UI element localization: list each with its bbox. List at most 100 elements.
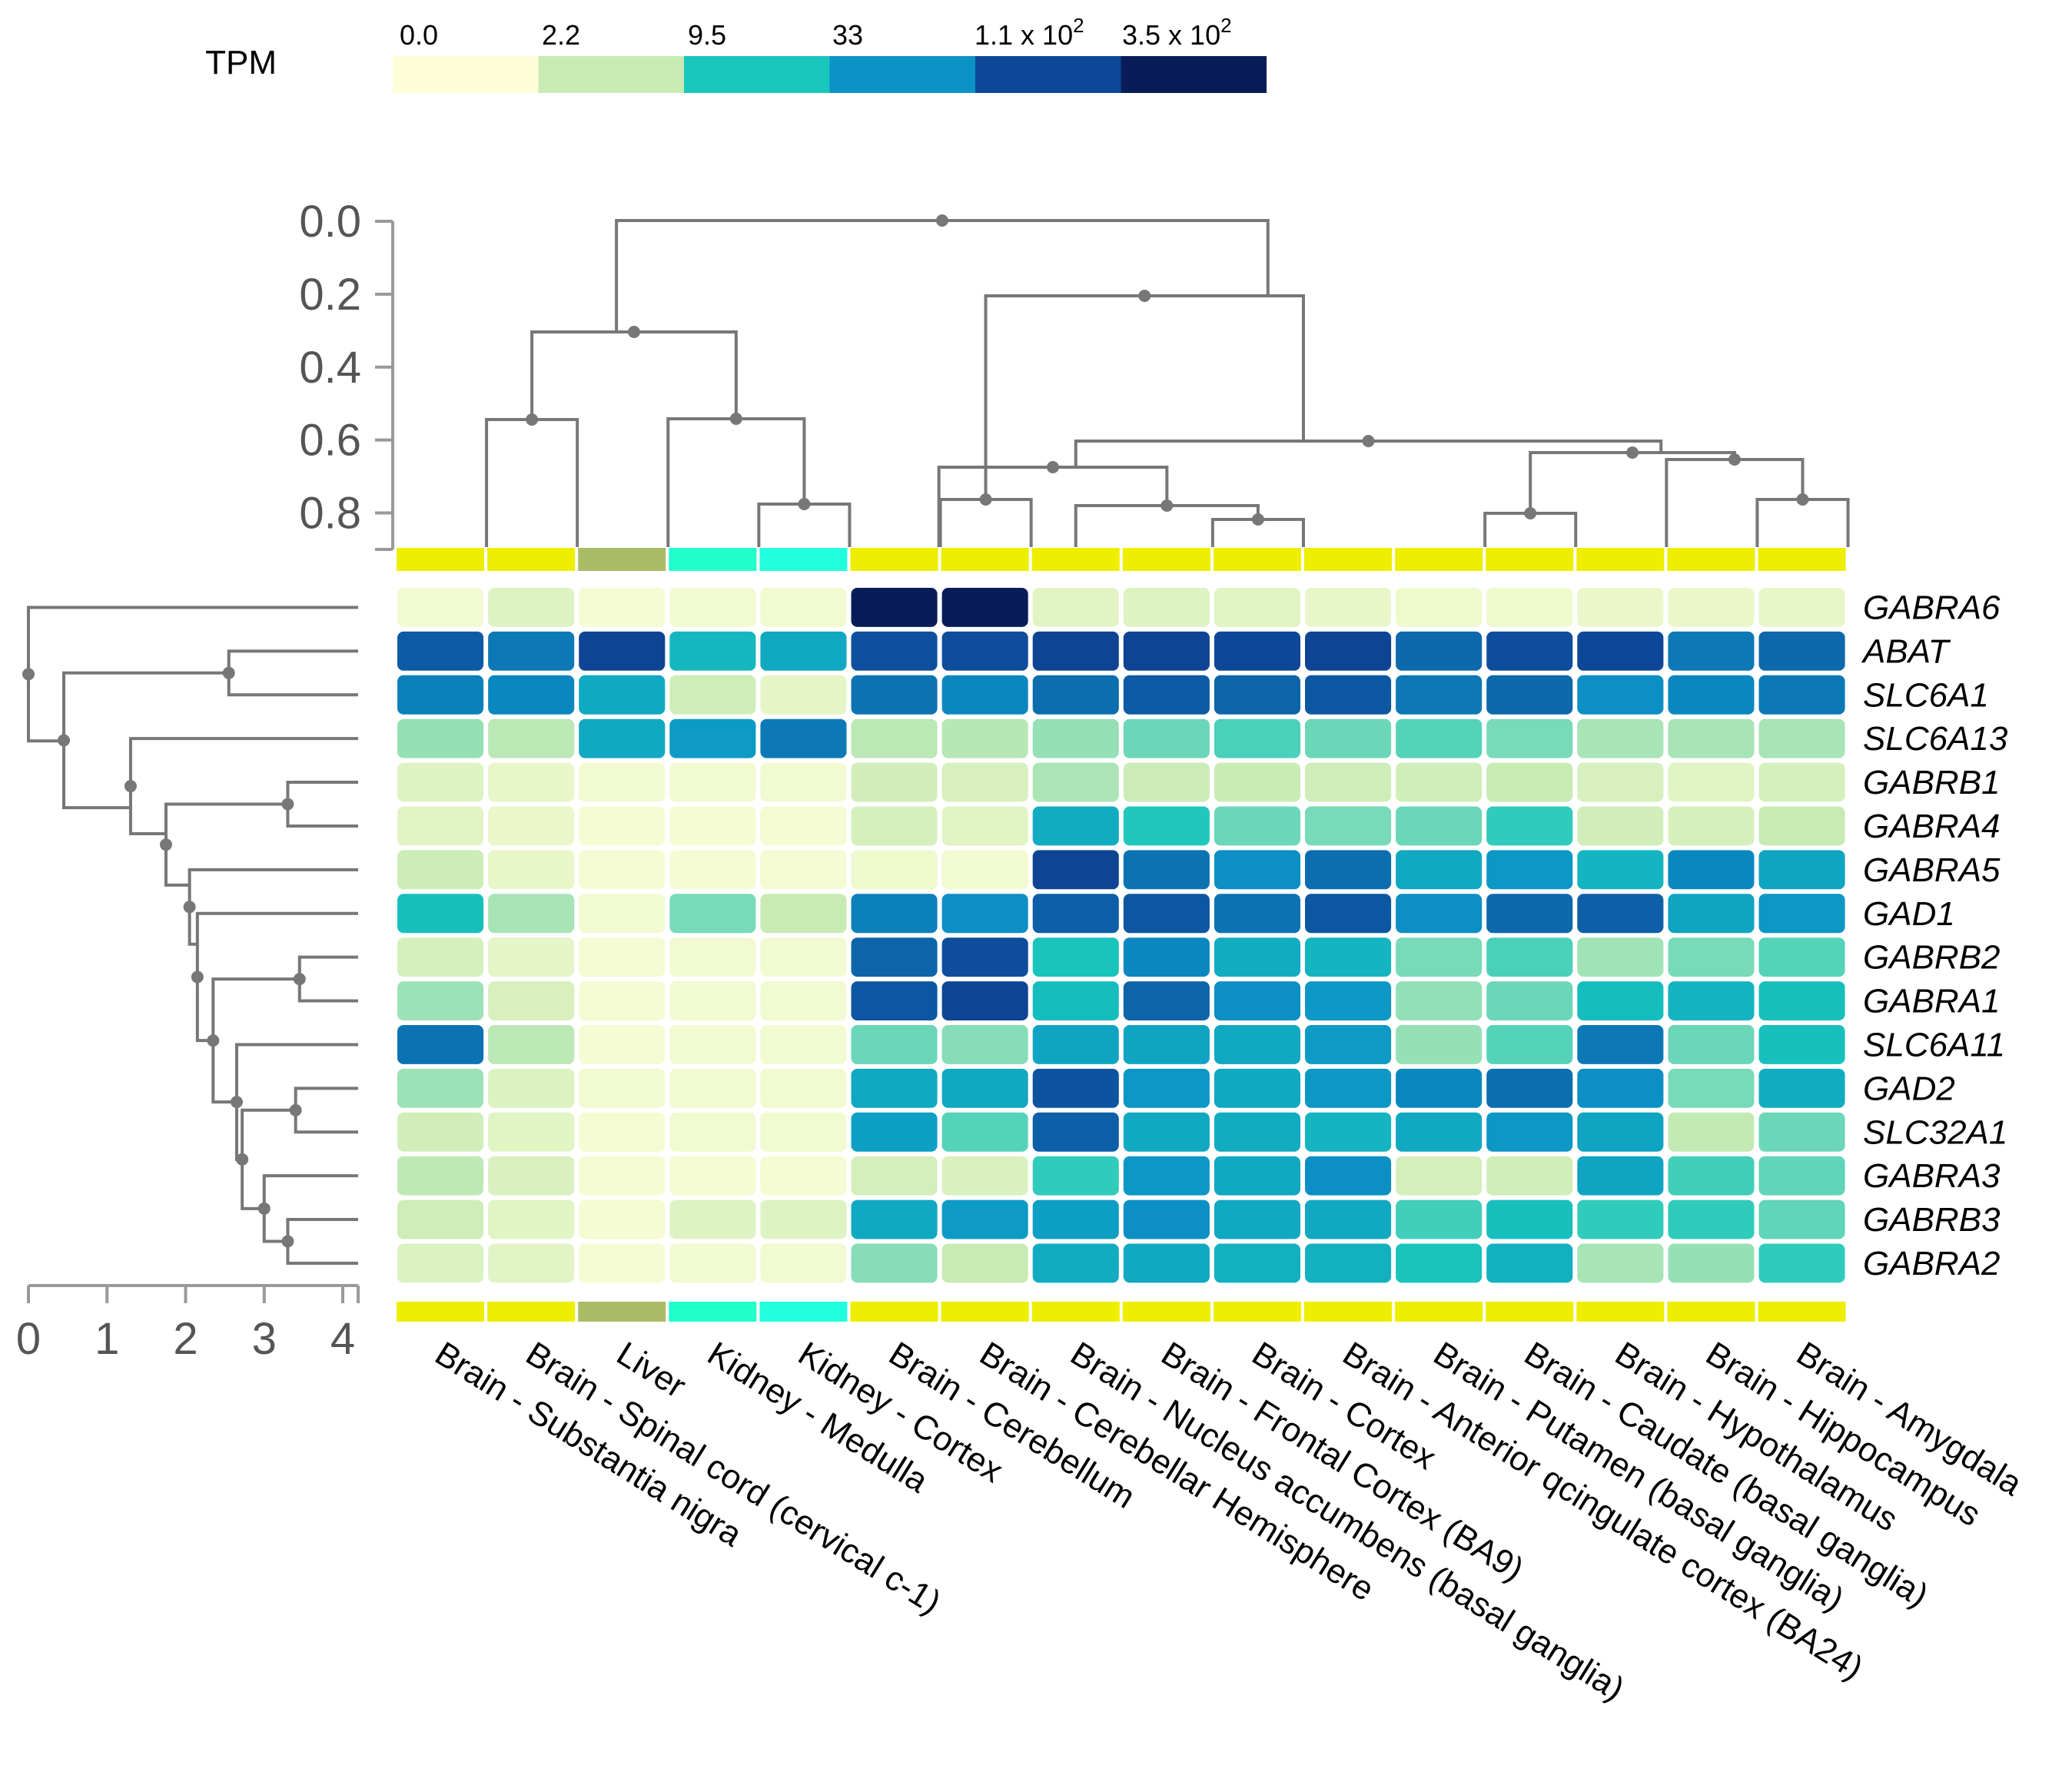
heatmap-cell (1577, 1243, 1664, 1283)
heatmap-cell (488, 1243, 575, 1283)
heatmap-cell (1668, 806, 1755, 846)
heatmap-cell (1668, 718, 1755, 758)
dendrogram-node (22, 668, 35, 681)
tissue-swatch (1486, 548, 1574, 571)
tissue-swatch (1304, 548, 1393, 571)
heatmap-cell (1486, 1243, 1573, 1283)
heatmap-cell (760, 631, 847, 671)
legend-label: 9.5 (688, 19, 726, 51)
heatmap-cell (1577, 937, 1664, 977)
dendrogram-link (757, 503, 852, 547)
heatmap-cell (1668, 631, 1755, 671)
heatmap-cell (669, 1112, 756, 1152)
heatmap-cell (1123, 631, 1210, 671)
top-axis-tick-label: 0.8 (299, 489, 361, 539)
row-dendrogram (22, 606, 358, 1265)
heatmap-cell (397, 1243, 484, 1283)
heatmap-cell (397, 1025, 484, 1064)
dendrogram-node (1796, 493, 1809, 506)
heatmap-cell (1668, 1025, 1755, 1064)
heatmap-cell (941, 1243, 1028, 1283)
heatmap-cell (1668, 762, 1755, 802)
heatmap-cell (1758, 894, 1845, 934)
dendrogram-link (530, 330, 738, 420)
heatmap-cell (1214, 1199, 1300, 1239)
heatmap-cell (1032, 718, 1119, 758)
row-label: GABRB3 (1863, 1201, 2001, 1239)
heatmap-cell (1032, 894, 1119, 934)
tissue-swatch (1122, 1302, 1210, 1322)
heatmap-cell (851, 631, 938, 671)
heatmap-cell (1305, 675, 1392, 715)
tissue-swatch (1213, 1302, 1301, 1322)
tissue-swatch (669, 1302, 757, 1322)
tissue-swatch (1031, 548, 1120, 571)
dendrogram-link (211, 977, 300, 1104)
tissue-swatch (397, 1302, 485, 1322)
heatmap-cell (1396, 806, 1483, 846)
heatmap-cell (669, 1199, 756, 1239)
heatmap-cell (1577, 1199, 1664, 1239)
heatmap-cell (1305, 718, 1392, 758)
left-dendrogram-axis: 0 1 2 3 4 (16, 1284, 360, 1364)
heatmap-cell (1123, 1156, 1210, 1196)
heatmap-cell (1486, 850, 1573, 890)
heatmap-cell (1123, 1025, 1210, 1064)
tissue-swatch (759, 548, 848, 571)
heatmap-cell (1668, 675, 1755, 715)
tissue-swatch (1304, 1302, 1393, 1322)
heatmap-cell (1214, 718, 1300, 758)
dendrogram-link (234, 1043, 358, 1161)
heatmap-cell (851, 1025, 938, 1064)
heatmap-cell (1668, 937, 1755, 977)
heatmap-cell (397, 850, 484, 890)
heatmap-cell (579, 806, 666, 846)
heatmap-cell (669, 894, 756, 934)
heatmap-cell (1486, 1199, 1573, 1239)
heatmap-cell (1758, 1068, 1845, 1108)
dendrogram-link (666, 417, 806, 547)
row-label: GABRA6 (1863, 589, 2001, 626)
heatmap-cell (1758, 1199, 1845, 1239)
left-axis-tick-label: 2 (173, 1314, 198, 1364)
dendrogram-link (62, 671, 229, 810)
heatmap-cell (941, 894, 1028, 934)
heatmap-cell (1396, 1025, 1483, 1064)
heatmap-cell (1032, 1243, 1119, 1283)
dendrogram-node (124, 780, 137, 793)
heatmap-cell (760, 894, 847, 934)
dendrogram-node (1138, 290, 1151, 302)
heatmap-cells (397, 588, 1845, 1283)
row-label: GABRA4 (1863, 808, 2001, 845)
heatmap-cell (488, 981, 575, 1020)
tissue-swatch (1031, 1302, 1120, 1322)
heatmap-cell (1758, 937, 1845, 977)
row-label: SLC6A1 (1863, 676, 1989, 714)
dendrogram-link (164, 802, 288, 887)
heatmap-cell (941, 631, 1028, 671)
heatmap-cell (669, 981, 756, 1020)
heatmap-cell (579, 850, 666, 890)
heatmap-cell (397, 894, 484, 934)
row-label: GAD1 (1863, 895, 1955, 933)
dendrogram-node (1728, 453, 1741, 466)
legend-swatch (829, 56, 975, 93)
dendrogram-node (798, 498, 811, 510)
heatmap-cell (1305, 1068, 1392, 1108)
heatmap-cell (1214, 850, 1300, 890)
heatmap-cell (669, 675, 756, 715)
heatmap-cell (1577, 1112, 1664, 1152)
heatmap-cell (669, 1243, 756, 1283)
heatmap-cell (1668, 588, 1755, 627)
dendrogram-node (935, 214, 948, 227)
heatmap-cell (1123, 850, 1210, 890)
heatmap-cell (1668, 1243, 1755, 1283)
heatmap-cell (1486, 718, 1573, 758)
heatmap-cell (1396, 718, 1483, 758)
dendrogram-link (615, 219, 1270, 332)
dendrogram-node (293, 973, 306, 986)
heatmap-cell (669, 718, 756, 758)
heatmap-cell (579, 1199, 666, 1239)
heatmap-cell (1758, 675, 1845, 715)
